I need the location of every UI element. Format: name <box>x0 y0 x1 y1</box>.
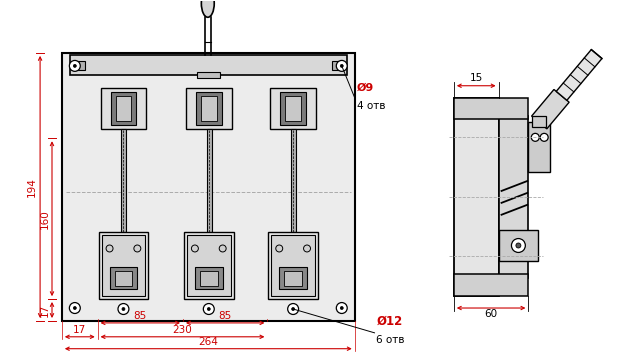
Bar <box>186 88 232 129</box>
Circle shape <box>276 245 283 252</box>
Bar <box>454 98 499 296</box>
Bar <box>62 53 355 321</box>
Circle shape <box>73 64 76 67</box>
Bar <box>114 271 132 286</box>
Text: 160: 160 <box>40 209 50 228</box>
Bar <box>285 96 301 122</box>
Bar <box>532 115 546 127</box>
Text: 17: 17 <box>73 325 86 335</box>
Text: 85: 85 <box>134 311 147 321</box>
Text: 230: 230 <box>173 325 193 335</box>
Circle shape <box>118 304 129 315</box>
Bar <box>116 96 132 122</box>
Circle shape <box>203 304 214 315</box>
Circle shape <box>532 133 539 141</box>
Circle shape <box>516 243 521 248</box>
Bar <box>99 232 148 299</box>
Text: 85: 85 <box>219 311 232 321</box>
Circle shape <box>191 245 198 252</box>
Circle shape <box>512 239 525 252</box>
Bar <box>200 271 218 286</box>
Bar <box>332 61 341 70</box>
Bar <box>280 92 306 125</box>
Circle shape <box>337 303 347 313</box>
Bar <box>101 88 147 129</box>
Bar <box>279 267 307 289</box>
Text: 6 отв: 6 отв <box>376 335 405 345</box>
Text: 264: 264 <box>198 337 218 347</box>
Text: Ø12: Ø12 <box>376 315 403 328</box>
Bar <box>76 61 84 70</box>
Bar <box>270 88 316 129</box>
Text: Ø9: Ø9 <box>356 83 374 93</box>
Text: 60: 60 <box>484 309 497 319</box>
Bar <box>499 230 538 261</box>
Polygon shape <box>556 50 602 100</box>
Bar <box>499 115 528 278</box>
Text: 17: 17 <box>40 303 50 317</box>
Bar <box>271 235 315 296</box>
Circle shape <box>207 308 211 311</box>
Circle shape <box>340 307 343 310</box>
Bar <box>184 232 233 299</box>
Bar <box>528 122 550 172</box>
Circle shape <box>70 303 80 313</box>
Circle shape <box>134 245 141 252</box>
Circle shape <box>288 304 299 315</box>
Circle shape <box>73 307 76 310</box>
Ellipse shape <box>201 0 214 17</box>
Circle shape <box>106 245 113 252</box>
Bar <box>201 96 217 122</box>
Polygon shape <box>532 89 569 129</box>
Bar <box>70 55 347 75</box>
Bar <box>109 267 137 289</box>
Bar <box>454 274 528 296</box>
Bar <box>187 235 230 296</box>
Bar <box>197 72 220 78</box>
Bar <box>291 129 296 232</box>
Circle shape <box>540 133 548 141</box>
Circle shape <box>292 308 294 311</box>
Bar <box>122 129 127 232</box>
Bar <box>102 235 145 296</box>
Bar <box>111 92 137 125</box>
Circle shape <box>340 64 343 67</box>
Text: 4 отв: 4 отв <box>356 101 385 111</box>
Bar <box>454 98 528 119</box>
Circle shape <box>70 60 80 71</box>
Bar <box>195 267 223 289</box>
Bar <box>268 232 318 299</box>
Circle shape <box>122 308 125 311</box>
Bar <box>284 271 302 286</box>
Text: 15: 15 <box>469 73 483 83</box>
Circle shape <box>219 245 226 252</box>
Circle shape <box>337 60 347 71</box>
Bar <box>196 92 222 125</box>
Bar <box>207 129 212 232</box>
Circle shape <box>304 245 310 252</box>
Text: 194: 194 <box>27 177 37 197</box>
